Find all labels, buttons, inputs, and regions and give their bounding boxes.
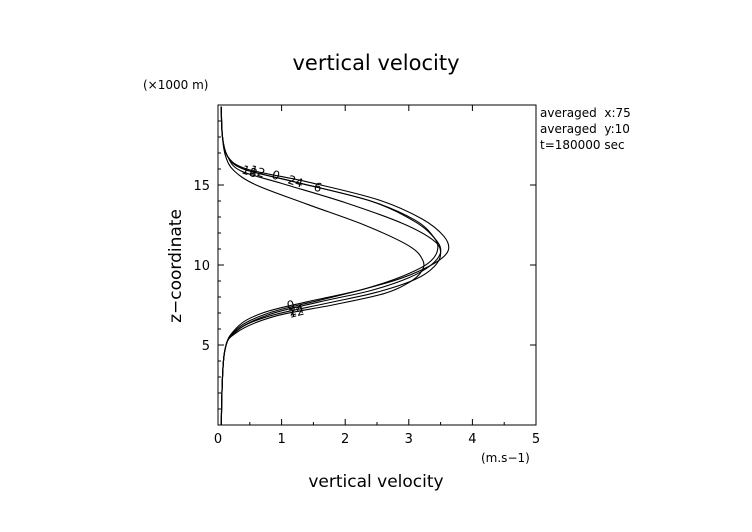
x-axis-title: vertical velocity: [308, 472, 443, 492]
chart-title: vertical velocity: [292, 51, 459, 75]
contour-label: 24: [286, 173, 305, 191]
plot-frame: [217, 104, 537, 426]
y-tick-label: 5: [202, 339, 210, 354]
info-line-time: t=180000 sec: [540, 138, 625, 152]
contour-label: 6: [312, 180, 324, 196]
contour-label: 0: [270, 168, 282, 184]
info-line-x: averaged x:75: [540, 106, 631, 120]
series-line-6: [220, 106, 450, 426]
info-box: averaged x:75 averaged y:10 t=180000 sec: [540, 106, 631, 152]
contour-label: 18: [240, 163, 259, 181]
contour-label: 24: [287, 302, 305, 319]
contour-label: 12: [287, 304, 305, 321]
series-line-0: [220, 106, 439, 426]
y-tick-label: 10: [193, 259, 210, 274]
x-tick-label: 0: [214, 432, 222, 447]
y-tick-label: 15: [193, 179, 210, 194]
y-unit-label: (×1000 m): [143, 78, 208, 92]
series-line-18: [220, 106, 442, 426]
x-tick-label: 2: [341, 432, 349, 447]
x-tick-label: 1: [277, 432, 285, 447]
x-tick-label: 3: [405, 432, 413, 447]
y-axis-title: z−coordinate: [166, 209, 186, 323]
series-line-24: [220, 106, 425, 426]
series-group: [220, 106, 450, 426]
x-tick-label: 4: [468, 432, 476, 447]
x-unit-label: (m.s−1): [481, 451, 530, 465]
x-tick-label: 5: [532, 432, 540, 447]
contour-label: 0: [285, 297, 296, 312]
info-line-y: averaged y:10: [540, 122, 630, 136]
y-axis-ticks: 5 10 15: [193, 120, 536, 410]
contour-label: 12: [248, 163, 267, 181]
series-line-12: [220, 106, 442, 426]
